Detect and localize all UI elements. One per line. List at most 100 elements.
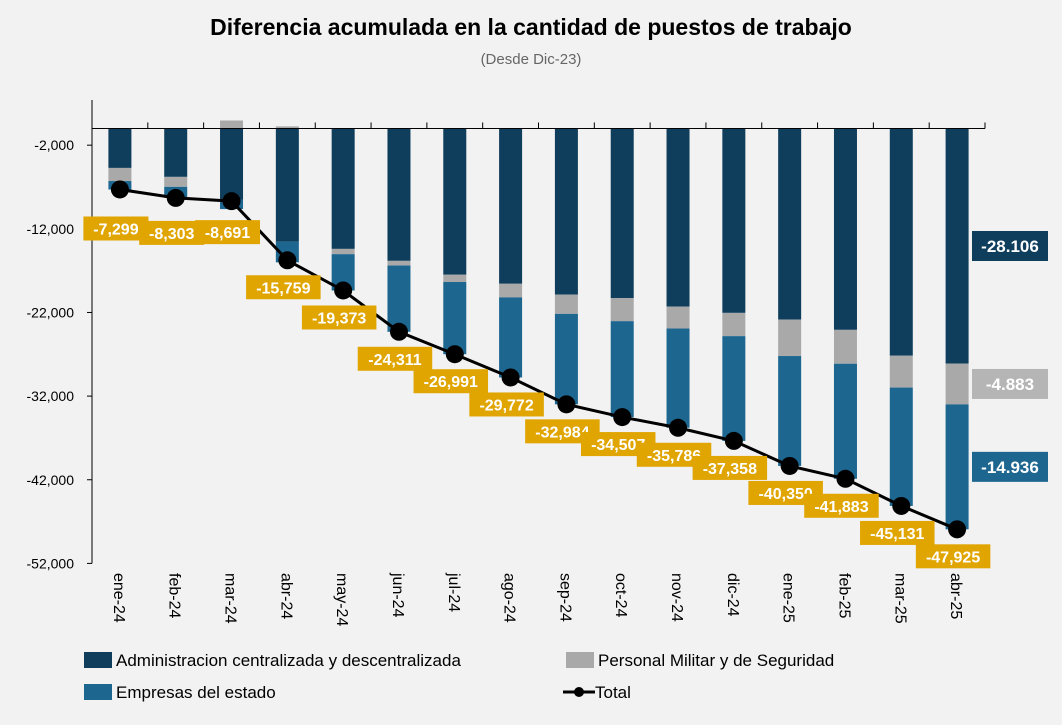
bar-segment	[387, 265, 411, 332]
bar-segment	[889, 128, 913, 356]
bar-segment	[220, 120, 244, 129]
y-tick-label: -12,000	[27, 221, 75, 237]
bar-segment	[889, 387, 913, 506]
x-tick-label: abr-24	[277, 573, 294, 619]
bar-segment	[945, 363, 969, 405]
bar-segment	[499, 283, 523, 298]
total-point	[892, 496, 911, 515]
total-label-box	[139, 220, 205, 245]
legend-marker-icon	[574, 687, 584, 697]
total-point	[110, 180, 129, 199]
total-point	[557, 395, 576, 414]
x-tick-label: abr-25	[947, 573, 964, 619]
bar-segment	[889, 355, 913, 388]
bar-segment	[387, 128, 411, 261]
bar-segment	[443, 274, 467, 283]
x-tick-label: dic-24	[724, 573, 741, 617]
total-point	[445, 345, 464, 364]
bar-segment	[722, 128, 746, 313]
segment-label: -4.883	[986, 375, 1034, 394]
total-point	[780, 456, 799, 475]
legend-swatch	[84, 652, 112, 668]
segment-label-box	[972, 230, 1048, 261]
segment-label-box	[972, 451, 1048, 482]
y-tick-label: -52,000	[27, 555, 75, 571]
bar-segment	[722, 336, 746, 441]
total-label-box	[195, 220, 261, 245]
x-tick-label: mar-25	[891, 573, 908, 624]
bar-segment	[499, 297, 523, 378]
chart-title: Diferencia acumulada en la cantidad de p…	[210, 14, 852, 40]
total-point	[334, 281, 353, 300]
total-point	[948, 520, 967, 539]
total-label: -35,786	[647, 448, 701, 465]
bar-segment	[164, 176, 188, 187]
bar-segment	[945, 404, 969, 530]
bar-segment	[666, 306, 690, 329]
total-label: -40,350	[759, 486, 813, 503]
total-point	[669, 418, 688, 437]
total-label-box	[357, 346, 433, 371]
total-point	[724, 431, 743, 450]
total-label: -8,303	[149, 226, 194, 243]
total-point	[389, 322, 408, 341]
y-tick-label: -2,000	[34, 137, 74, 153]
bar-segment	[331, 254, 355, 291]
bar-segment	[443, 128, 467, 275]
bar-segment	[108, 167, 132, 182]
bar-segment	[387, 260, 411, 266]
bar-segment	[554, 128, 578, 295]
x-tick-label: jun-24	[389, 572, 406, 618]
bar-segment	[666, 328, 690, 428]
total-label: -15,759	[256, 280, 310, 297]
bar-segment	[945, 128, 969, 364]
bar-segment	[778, 128, 802, 320]
total-label: -24,311	[368, 352, 421, 369]
legend-label: Personal Militar y de Seguridad	[598, 651, 834, 670]
y-tick-label: -42,000	[27, 472, 75, 488]
total-point	[613, 408, 632, 427]
total-label-box	[915, 544, 991, 569]
x-tick-label: ene-24	[110, 573, 127, 623]
bar-segment	[331, 128, 355, 249]
segment-label-box	[972, 368, 1048, 399]
x-tick-label: may-24	[333, 573, 350, 626]
x-tick-label: sep-24	[556, 573, 573, 622]
total-point	[278, 251, 297, 270]
x-tick-label: feb-24	[166, 573, 183, 618]
total-label: -37,358	[703, 461, 757, 478]
legend-swatch	[84, 684, 112, 700]
total-label: -45,131	[870, 526, 924, 543]
bar-segment	[833, 128, 857, 330]
y-tick-label: -32,000	[27, 388, 75, 404]
total-point	[166, 188, 185, 207]
total-label-box	[246, 275, 321, 300]
bar-segment	[275, 126, 299, 129]
total-label-box	[83, 216, 149, 241]
x-tick-label: mar-24	[222, 573, 239, 624]
total-label-box	[692, 455, 768, 480]
chart-subtitle: (Desde Dic-23)	[481, 51, 582, 68]
total-label-box	[413, 369, 489, 394]
bar-segment	[666, 128, 690, 307]
x-tick-label: jul-24	[445, 572, 462, 612]
legend: Administracion centralizada y descentral…	[84, 651, 834, 702]
segment-label: -14.936	[981, 458, 1039, 477]
total-label: -26,991	[424, 374, 478, 391]
total-label: -29,772	[479, 397, 533, 414]
bar-segment	[108, 128, 132, 168]
total-label: -47,925	[926, 549, 980, 566]
legend-label: Empresas del estado	[116, 683, 276, 702]
bar-segment	[499, 128, 523, 284]
legend-label: Administracion centralizada y descentral…	[116, 651, 461, 670]
bar-segment	[610, 321, 634, 418]
x-tick-label: feb-25	[835, 573, 852, 618]
bar-segment	[275, 128, 299, 242]
segment-label: -28.106	[981, 237, 1039, 256]
bar-segment	[610, 297, 634, 322]
bar-segment	[778, 319, 802, 357]
legend-swatch	[566, 652, 594, 668]
bar-segment	[833, 329, 857, 364]
bar-segment	[722, 312, 746, 337]
